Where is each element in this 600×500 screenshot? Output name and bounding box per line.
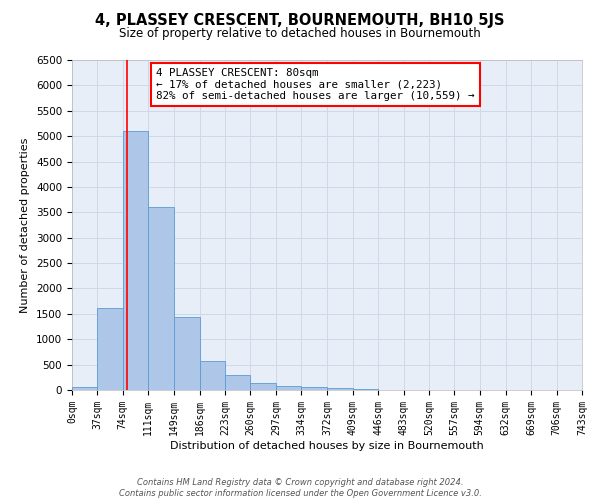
Bar [123, 131, 148, 390]
Bar [250, 383, 276, 390]
Bar [328, 388, 353, 390]
Bar [225, 375, 250, 390]
Bar [174, 318, 200, 390]
Text: 4 PLASSEY CRESCENT: 80sqm
← 17% of detached houses are smaller (2,223)
82% of se: 4 PLASSEY CRESCENT: 80sqm ← 17% of detac… [156, 68, 475, 102]
Y-axis label: Number of detached properties: Number of detached properties [20, 138, 31, 312]
Text: 4, PLASSEY CRESCENT, BOURNEMOUTH, BH10 5JS: 4, PLASSEY CRESCENT, BOURNEMOUTH, BH10 5… [95, 12, 505, 28]
Bar [276, 386, 301, 390]
Text: Contains HM Land Registry data © Crown copyright and database right 2024.
Contai: Contains HM Land Registry data © Crown c… [119, 478, 481, 498]
Bar [200, 360, 225, 390]
Text: Size of property relative to detached houses in Bournemouth: Size of property relative to detached ho… [119, 28, 481, 40]
Bar [97, 308, 123, 390]
X-axis label: Distribution of detached houses by size in Bournemouth: Distribution of detached houses by size … [170, 440, 484, 450]
Bar [301, 388, 328, 390]
Bar [148, 207, 174, 390]
Bar [72, 388, 97, 390]
